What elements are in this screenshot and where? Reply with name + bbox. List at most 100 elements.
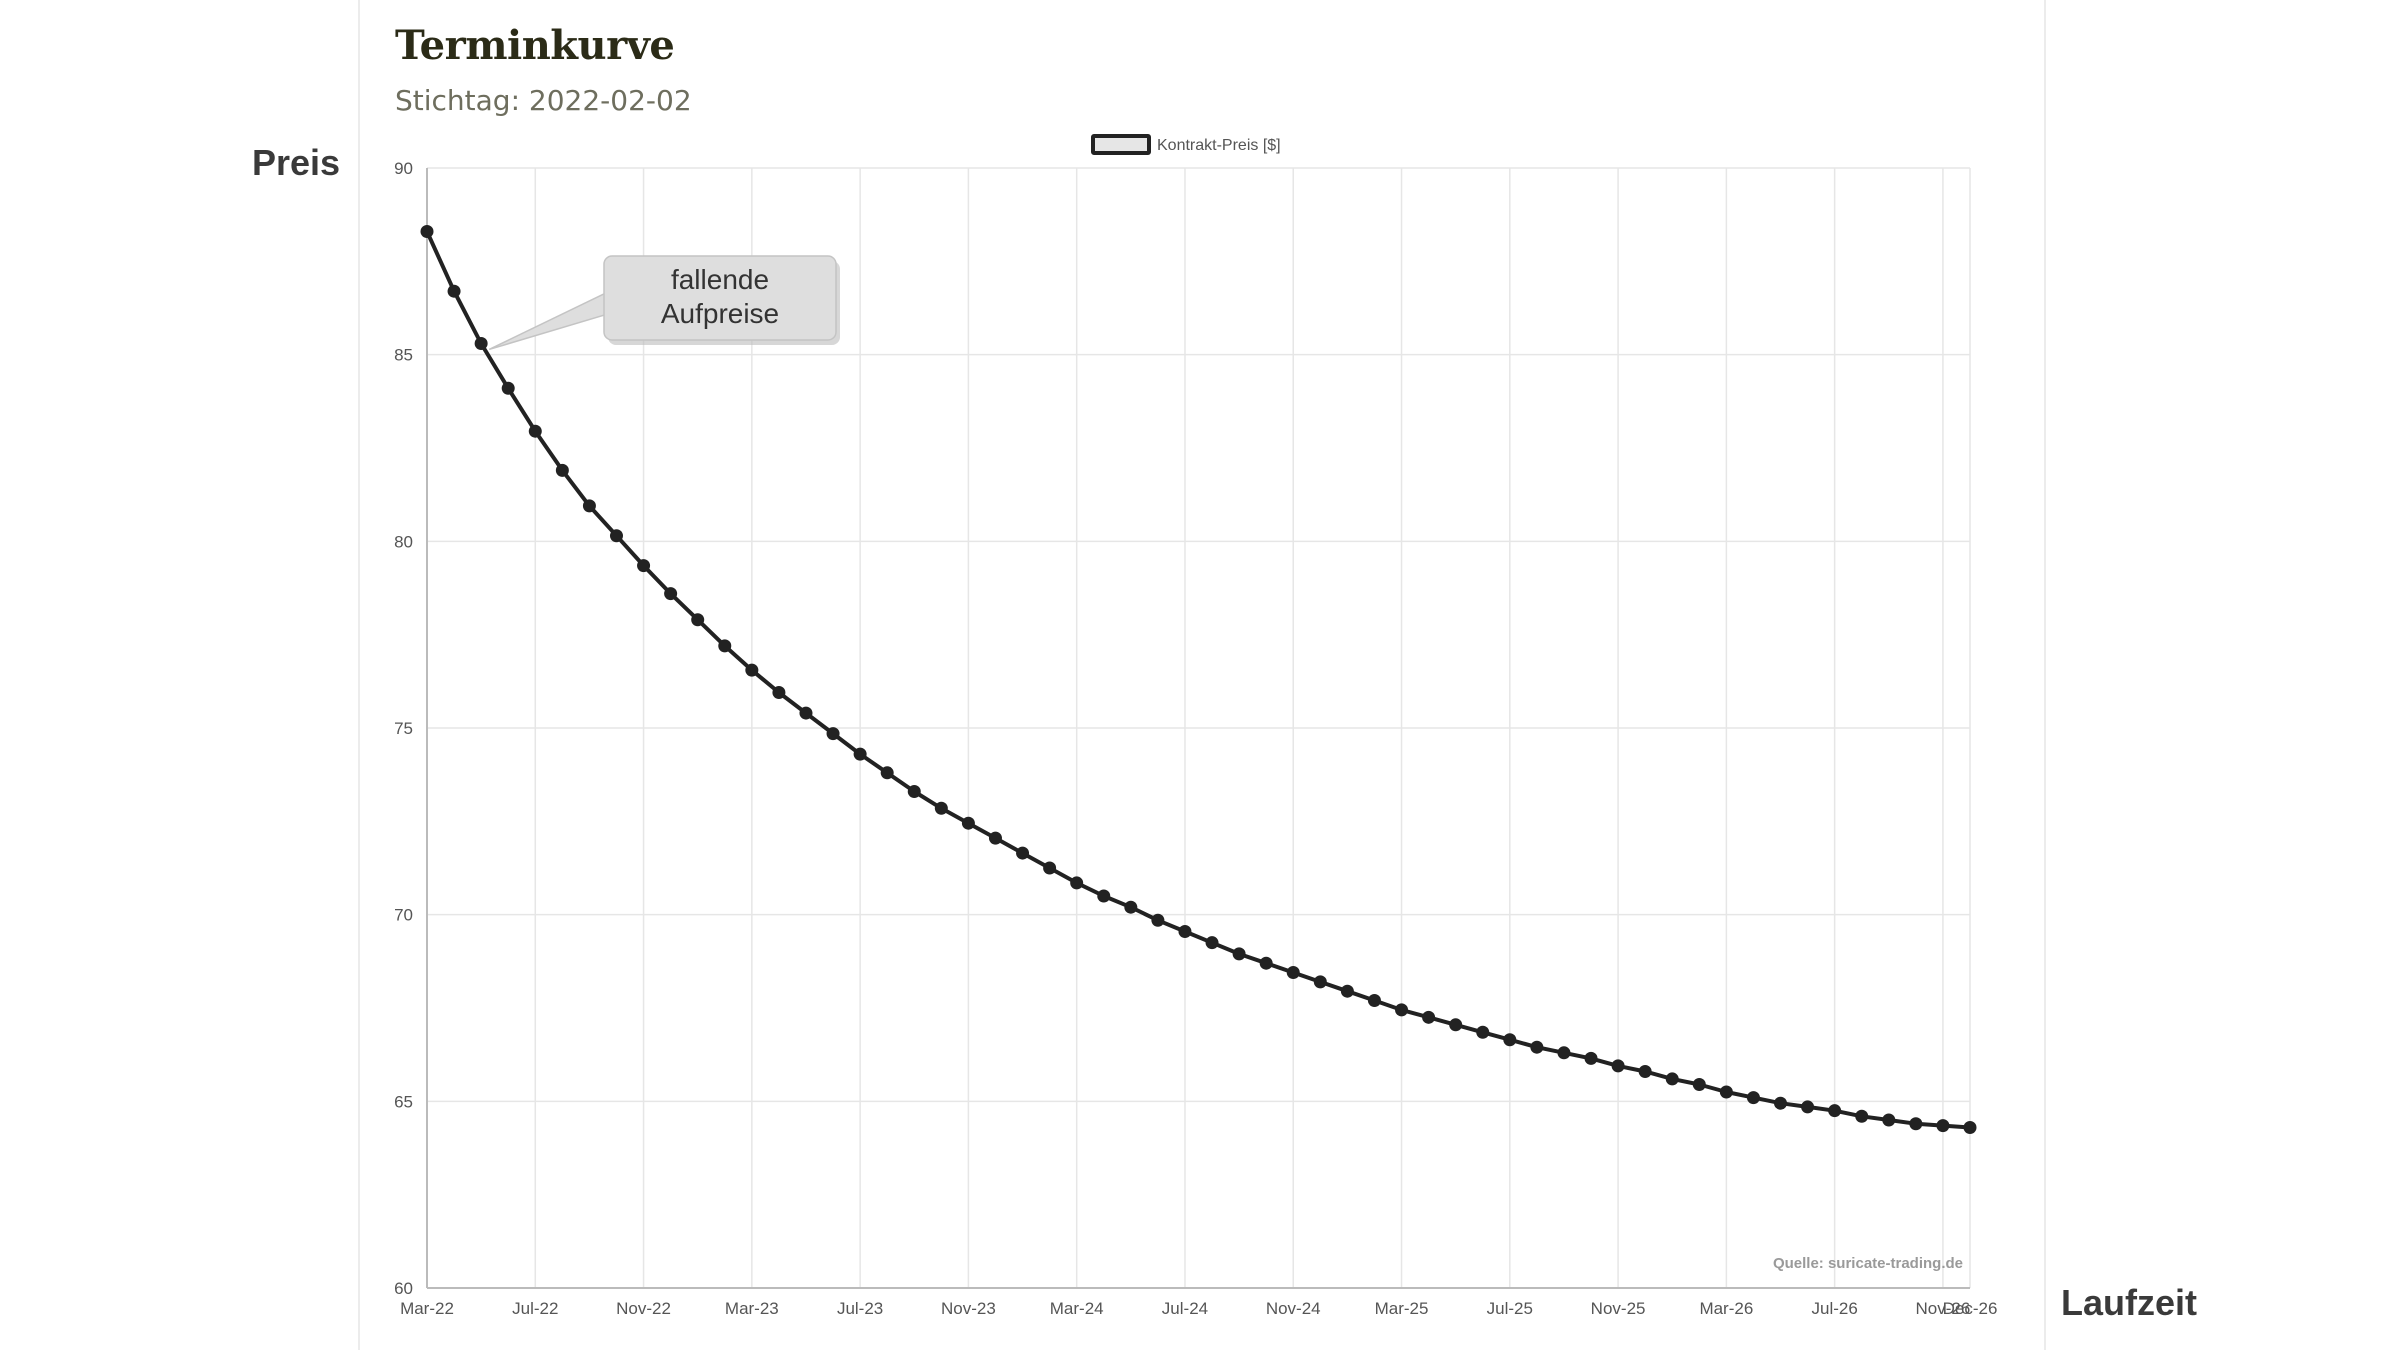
data-point[interactable]	[447, 284, 461, 298]
data-point[interactable]	[1692, 1078, 1706, 1092]
data-point[interactable]	[1611, 1059, 1625, 1073]
data-point[interactable]	[1801, 1100, 1815, 1114]
data-point[interactable]	[1043, 861, 1057, 875]
x-tick-label: Nov-22	[616, 1299, 671, 1318]
data-point[interactable]	[637, 559, 651, 573]
y-axis-title: Preis	[252, 142, 341, 183]
y-tick-label: 60	[394, 1279, 413, 1298]
y-tick-label: 80	[394, 532, 413, 551]
data-point[interactable]	[1530, 1040, 1544, 1054]
x-tick-label: Jul-23	[837, 1299, 883, 1318]
data-point[interactable]	[1557, 1046, 1571, 1060]
y-tick-label: 90	[394, 159, 413, 178]
data-point[interactable]	[1882, 1113, 1896, 1127]
data-point[interactable]	[853, 747, 867, 761]
data-point[interactable]	[664, 587, 678, 601]
data-point[interactable]	[880, 766, 894, 780]
chart-panel	[358, 0, 2046, 1350]
data-point[interactable]	[799, 706, 813, 720]
data-point[interactable]	[691, 613, 705, 627]
data-point[interactable]	[1936, 1119, 1950, 1133]
x-tick-label: Jul-24	[1162, 1299, 1208, 1318]
data-point[interactable]	[1584, 1051, 1598, 1065]
x-tick-label: Jul-26	[1811, 1299, 1857, 1318]
data-point[interactable]	[1828, 1104, 1842, 1118]
data-point[interactable]	[961, 816, 975, 830]
data-point[interactable]	[907, 784, 921, 798]
data-point[interactable]	[1232, 947, 1246, 961]
x-tick-label: Mar-22	[400, 1299, 454, 1318]
data-point[interactable]	[420, 224, 434, 238]
x-axis-title: Laufzeit	[2061, 1282, 2198, 1323]
data-point[interactable]	[474, 336, 488, 350]
x-tick-label: Mar-26	[1699, 1299, 1753, 1318]
x-tick-label: Nov-25	[1591, 1299, 1646, 1318]
y-tick-label: 75	[394, 719, 413, 738]
data-point[interactable]	[1124, 900, 1138, 914]
y-tick-label: 85	[394, 346, 413, 365]
data-point[interactable]	[1313, 975, 1327, 989]
x-tick-label: Nov-26	[1916, 1299, 1971, 1318]
data-point[interactable]	[1638, 1064, 1652, 1078]
data-point[interactable]	[582, 499, 596, 513]
data-point[interactable]	[1286, 966, 1300, 980]
legend-swatch	[1091, 134, 1151, 155]
data-point[interactable]	[745, 663, 759, 677]
source-note: Quelle: suricate-trading.de	[1773, 1255, 1963, 1272]
data-point[interactable]	[1963, 1120, 1977, 1134]
callout-pointer	[488, 290, 609, 351]
x-tick-label: Jul-25	[1487, 1299, 1533, 1318]
callout-box	[603, 255, 837, 341]
data-point[interactable]	[609, 529, 623, 543]
x-tick-label: Jul-22	[512, 1299, 558, 1318]
data-point[interactable]	[988, 831, 1002, 845]
x-tick-label: Nov-24	[1266, 1299, 1321, 1318]
x-tick-label: Nov-23	[941, 1299, 996, 1318]
chart-legend[interactable]: Kontrakt-Preis [$]	[1091, 134, 1281, 155]
data-point[interactable]	[1395, 1003, 1409, 1017]
x-tick-labels: Mar-22 Jul-22 Nov-22 Mar-23 Jul-23 Nov-23 Mar-…	[400, 1299, 1997, 1318]
x-tick-label: Mar-25	[1375, 1299, 1429, 1318]
data-point[interactable]	[1719, 1085, 1733, 1099]
data-point[interactable]	[826, 727, 840, 741]
data-point[interactable]	[772, 686, 786, 700]
data-point[interactable]	[1422, 1010, 1436, 1024]
x-tick-label: Dec-26	[1943, 1299, 1998, 1318]
data-point[interactable]	[528, 424, 542, 438]
data-point[interactable]	[1178, 924, 1192, 938]
data-point[interactable]	[934, 801, 948, 815]
page-subtitle: Stichtag: 2022-02-02	[395, 84, 692, 117]
x-tick-label: Mar-23	[725, 1299, 779, 1318]
x-tick-label: Mar-24	[1050, 1299, 1104, 1318]
data-point[interactable]	[1774, 1096, 1788, 1110]
data-point[interactable]	[1097, 889, 1111, 903]
y-tick-label: 65	[394, 1092, 413, 1111]
legend-label: Kontrakt-Preis [$]	[1157, 137, 1281, 154]
series-line	[425, 230, 1971, 1130]
series-kontrakt-preis	[420, 224, 1977, 1134]
callout-text-line: fallende	[671, 264, 769, 295]
data-point[interactable]	[1259, 956, 1273, 970]
data-point[interactable]	[1205, 936, 1219, 950]
data-point[interactable]	[1367, 994, 1381, 1008]
data-point[interactable]	[1151, 913, 1165, 927]
data-point[interactable]	[1476, 1025, 1490, 1039]
chart-axes	[426, 168, 1970, 1289]
data-point[interactable]	[1449, 1018, 1463, 1032]
y-tick-label: 70	[394, 906, 413, 925]
data-point[interactable]	[1503, 1033, 1517, 1047]
data-point[interactable]	[1016, 846, 1030, 860]
data-point[interactable]	[1070, 876, 1084, 890]
data-point[interactable]	[501, 381, 515, 395]
data-point[interactable]	[1855, 1109, 1869, 1123]
data-point[interactable]	[1746, 1091, 1760, 1105]
data-point[interactable]	[555, 463, 569, 477]
data-point[interactable]	[1665, 1072, 1679, 1086]
data-point[interactable]	[1340, 984, 1354, 998]
data-point[interactable]	[718, 639, 732, 653]
y-tick-labels: 60 65 70 75 80 85 90	[394, 159, 413, 1298]
data-point[interactable]	[1909, 1117, 1923, 1131]
page-title: Terminkurve	[395, 22, 675, 69]
